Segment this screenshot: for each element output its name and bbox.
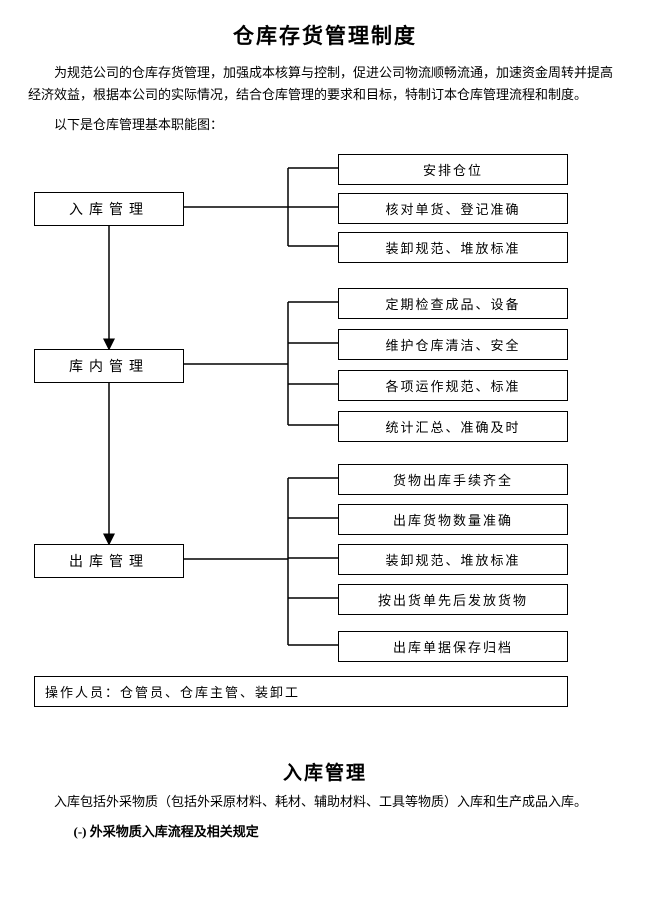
sub-box: 定期检查成品、设备 xyxy=(338,288,568,319)
sub-box: 装卸规范、堆放标准 xyxy=(338,544,568,575)
main-box-outbound: 出库管理 xyxy=(34,544,184,578)
sub-box: 统计汇总、准确及时 xyxy=(338,411,568,442)
sub-box: 出库货物数量准确 xyxy=(338,504,568,535)
intro-paragraph: 为规范公司的仓库存货管理，加强成本核算与控制，促进公司物流顺畅流通，加速资金周转… xyxy=(28,62,622,106)
sub-box: 货物出库手续齐全 xyxy=(338,464,568,495)
flowchart: 入库管理 库内管理 出库管理 安排仓位 核对单货、登记准确 装卸规范、堆放标准 … xyxy=(28,144,622,754)
sub-box: 安排仓位 xyxy=(338,154,568,185)
main-box-inventory: 库内管理 xyxy=(34,349,184,383)
main-box-inbound: 入库管理 xyxy=(34,192,184,226)
sub-box: 出库单据保存归档 xyxy=(338,631,568,662)
subheading: (-) 外采物质入库流程及相关规定 xyxy=(28,821,622,840)
sub-box: 装卸规范、堆放标准 xyxy=(338,232,568,263)
section-body: 入库包括外采物质（包括外采原材料、耗材、辅助材料、工具等物质）入库和生产成品入库… xyxy=(28,791,622,813)
sub-box: 各项运作规范、标准 xyxy=(338,370,568,401)
page-title: 仓库存货管理制度 xyxy=(28,20,622,50)
lead-paragraph: 以下是仓库管理基本职能图： xyxy=(28,114,622,136)
section-title: 入库管理 xyxy=(28,758,622,785)
sub-box: 维护仓库清洁、安全 xyxy=(338,329,568,360)
footer-box: 操作人员：仓管员、仓库主管、装卸工 xyxy=(34,676,568,707)
sub-box: 按出货单先后发放货物 xyxy=(338,584,568,615)
sub-box: 核对单货、登记准确 xyxy=(338,193,568,224)
